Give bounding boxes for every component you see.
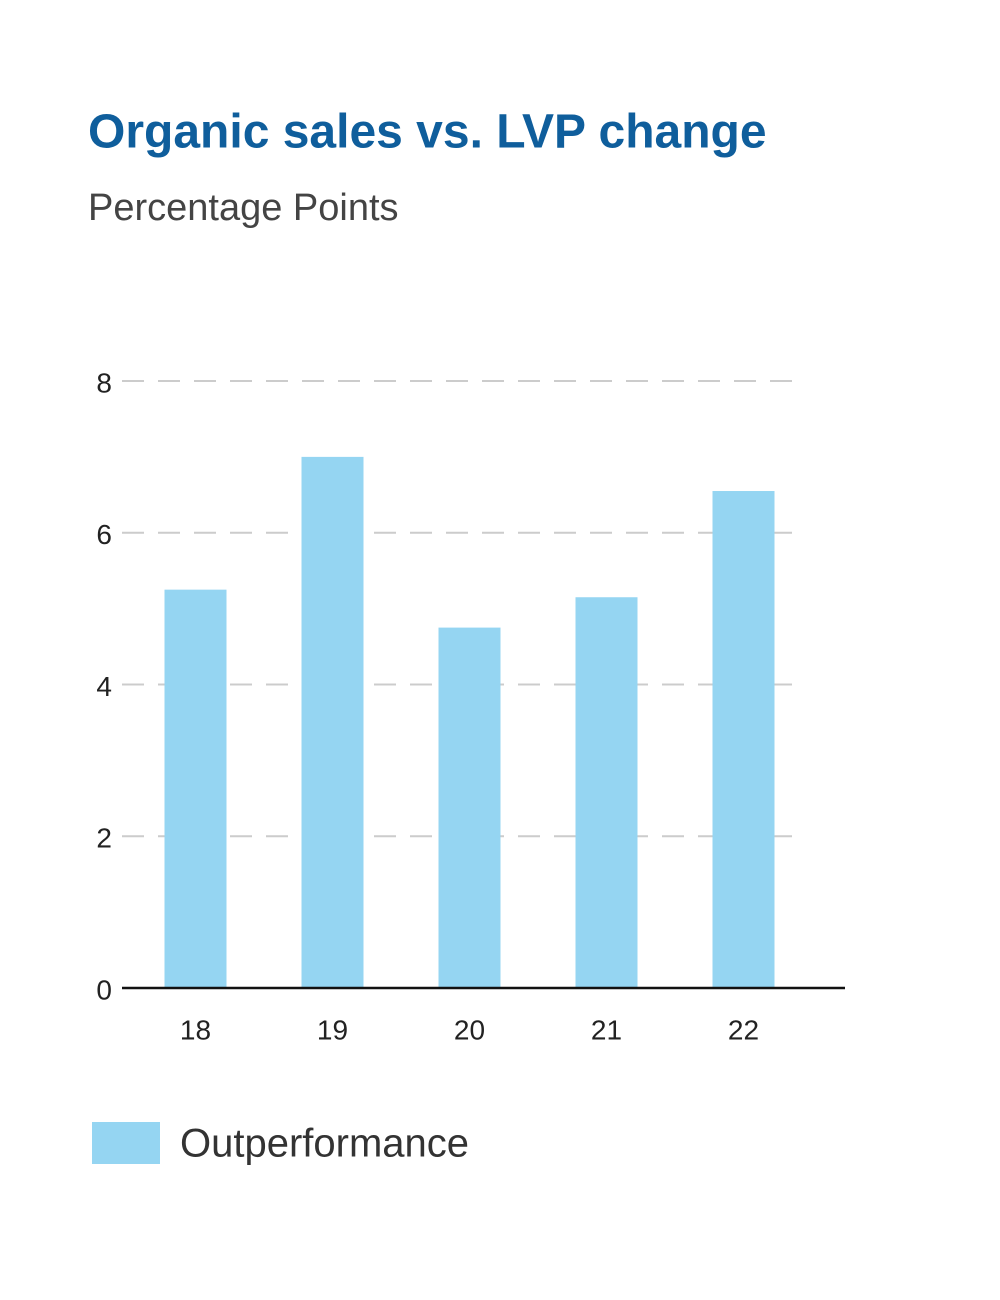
chart-title: Organic sales vs. LVP change [88,106,767,159]
bar [575,597,638,988]
x-tick-label: 20 [454,1014,485,1045]
y-tick-label: 8 [96,367,112,398]
y-tick-label: 6 [96,519,112,550]
y-tick-label: 4 [96,671,112,702]
x-tick-label: 21 [591,1014,622,1045]
y-tick-label: 2 [96,823,112,854]
bar [164,589,227,988]
bar [712,491,775,988]
y-tick-label: 0 [96,974,112,1005]
legend-label: Outperformance [180,1122,469,1166]
x-tick-label: 22 [728,1014,759,1045]
legend-swatch [92,1122,160,1164]
chart-subtitle: Percentage Points [88,187,399,229]
bar [438,627,501,988]
bar [301,456,364,988]
x-tick-label: 19 [317,1014,348,1045]
x-tick-label: 18 [180,1014,211,1045]
